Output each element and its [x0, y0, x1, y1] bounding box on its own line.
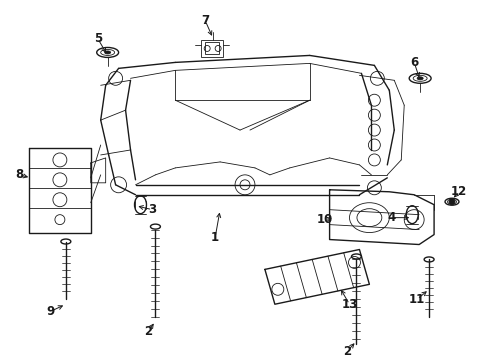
Text: 6: 6: [409, 56, 417, 69]
Text: 7: 7: [201, 14, 209, 27]
Text: 1: 1: [211, 231, 219, 244]
Text: 10: 10: [316, 213, 332, 226]
Text: 3: 3: [148, 203, 156, 216]
Text: 8: 8: [15, 168, 23, 181]
Text: 12: 12: [450, 185, 466, 198]
Bar: [201, 40, 223, 58]
Bar: [205, 42, 219, 54]
Text: 11: 11: [408, 293, 425, 306]
Ellipse shape: [104, 51, 110, 54]
Text: 4: 4: [386, 211, 395, 224]
Circle shape: [448, 199, 454, 205]
Text: 2: 2: [144, 325, 152, 338]
Text: 2: 2: [343, 345, 351, 357]
Ellipse shape: [416, 77, 422, 80]
Text: 9: 9: [47, 305, 55, 318]
Text: 5: 5: [93, 32, 102, 45]
Text: 13: 13: [341, 298, 357, 311]
